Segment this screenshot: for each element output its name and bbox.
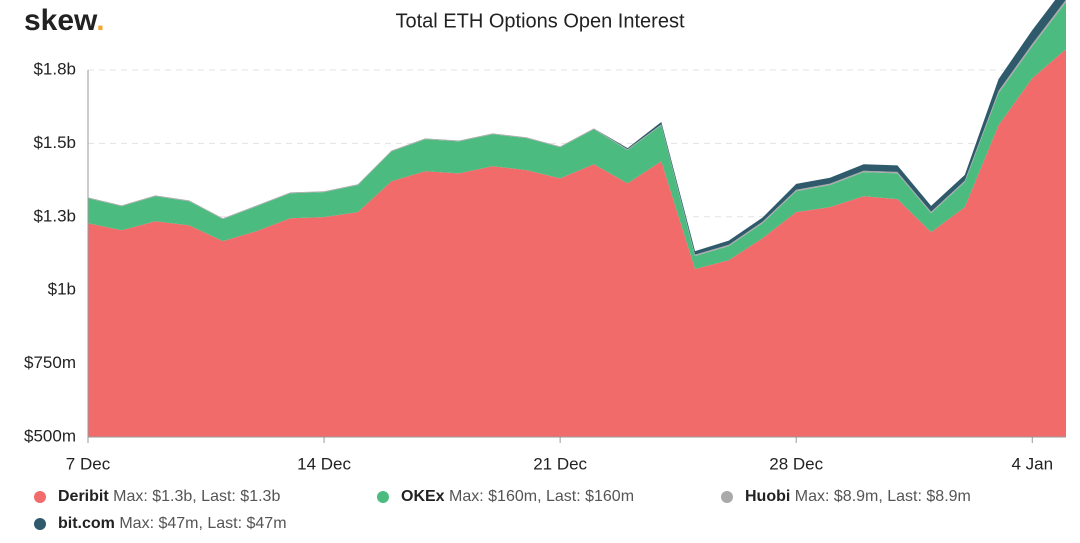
x-tick-label: 28 Dec xyxy=(769,454,823,473)
y-tick-label: $1.5b xyxy=(33,133,76,152)
area xyxy=(88,2,1066,270)
y-tick-label: $500m xyxy=(24,426,76,445)
y-tick-label: $750m xyxy=(24,353,76,372)
legend-entry: OKEx Max: $160m, Last: $160m xyxy=(401,488,634,505)
legend-entry: bit.com Max: $47m, Last: $47m xyxy=(58,515,287,532)
legend-summary: Max: $160m, Last: $160m xyxy=(449,488,634,505)
legend-summary: Max: $8.9m, Last: $8.9m xyxy=(795,488,971,505)
legend-marker xyxy=(721,491,733,503)
legend-summary: Max: $47m, Last: $47m xyxy=(119,515,286,532)
legend-name: OKEx xyxy=(401,488,445,505)
legend-name: bit.com xyxy=(58,515,115,532)
logo-text: skew xyxy=(24,4,98,37)
logo-dot: . xyxy=(96,4,104,37)
legend-name: Huobi xyxy=(745,488,790,505)
chart-title: Total ETH Options Open Interest xyxy=(395,10,684,32)
legend-marker xyxy=(377,491,389,503)
x-tick-label: 21 Dec xyxy=(533,454,587,473)
legend-summary: Max: $1.3b, Last: $1.3b xyxy=(113,488,280,505)
area xyxy=(88,49,1066,438)
logo: skew. xyxy=(24,4,105,37)
legend-entry: Deribit Max: $1.3b, Last: $1.3b xyxy=(58,488,280,505)
x-tick-label: 14 Dec xyxy=(297,454,351,473)
legend-marker xyxy=(34,491,46,503)
legend-entry: Huobi Max: $8.9m, Last: $8.9m xyxy=(745,488,971,505)
legend-marker xyxy=(34,518,46,530)
y-tick-label: $1b xyxy=(48,280,76,299)
y-tick-label: $1.8b xyxy=(33,59,76,78)
x-tick-label: 4 Jan xyxy=(1011,454,1053,473)
y-tick-label: $1.3b xyxy=(33,206,76,225)
legend-name: Deribit xyxy=(58,488,109,505)
x-tick-label: 7 Dec xyxy=(66,454,111,473)
